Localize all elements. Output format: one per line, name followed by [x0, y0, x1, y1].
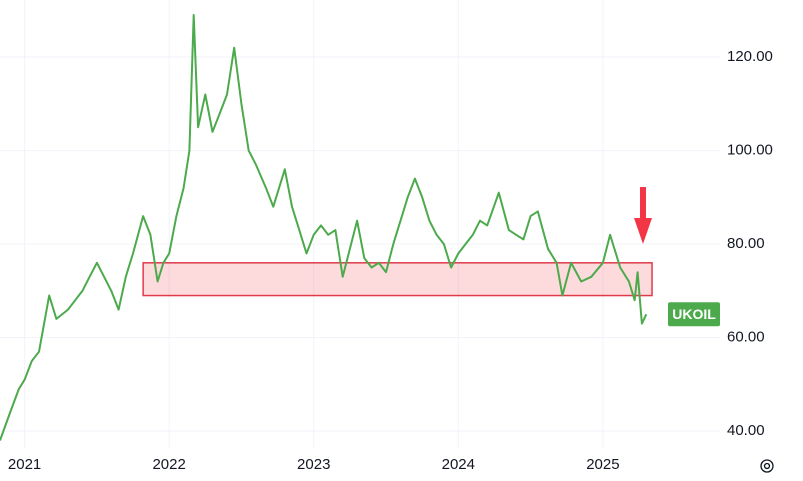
x-tick-label: 2024 — [442, 456, 475, 473]
symbol-label: UKOIL — [672, 306, 716, 322]
grid — [0, 0, 720, 448]
plot — [0, 14, 653, 441]
y-tick-label: 80.00 — [727, 235, 765, 252]
y-tick-label: 100.00 — [727, 142, 773, 159]
settings-icon[interactable] — [760, 459, 774, 473]
symbol-badge — [668, 302, 720, 327]
x-tick-label: 2022 — [152, 456, 185, 473]
x-tick-label: 2023 — [297, 456, 330, 473]
highlight-zone — [142, 262, 653, 297]
x-tick-label: 2021 — [8, 456, 41, 473]
x-tick-label: 2025 — [586, 456, 619, 473]
arrow — [634, 187, 652, 244]
price-line — [0, 14, 648, 441]
gear-outer — [760, 459, 774, 473]
y-tick-label: 60.00 — [727, 329, 765, 346]
y-tick-label: 120.00 — [727, 48, 773, 65]
gear-inner — [763, 462, 771, 470]
y-tick-label: 40.00 — [727, 422, 765, 439]
